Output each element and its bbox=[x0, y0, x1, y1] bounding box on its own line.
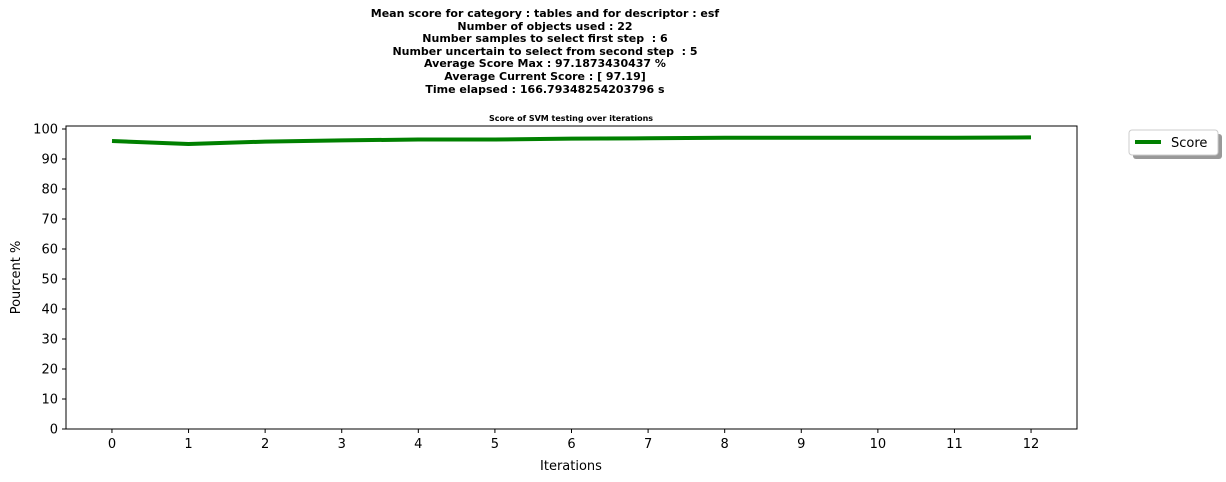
x-axis-ticks: 0 1 2 3 4 5 6 7 8 9 10 11 12 bbox=[108, 429, 1040, 452]
suptitle-line-time: Time elapsed : 166.79348254203796 s bbox=[425, 82, 665, 96]
legend: Score bbox=[1128, 129, 1222, 159]
y-tick-label: 90 bbox=[41, 153, 58, 168]
suptitle-line-objects: Number of objects used : 22 bbox=[457, 19, 633, 33]
legend-label: Score bbox=[1171, 136, 1207, 151]
x-tick-label: 4 bbox=[414, 437, 422, 452]
y-axis-label: Pourcent % bbox=[9, 241, 24, 315]
plot-frame bbox=[65, 125, 1078, 430]
x-tick-label: 0 bbox=[108, 437, 116, 452]
x-tick-label: 7 bbox=[644, 437, 652, 452]
y-tick-label: 60 bbox=[41, 243, 58, 258]
suptitle-line-category: Mean score for category : tables and for… bbox=[370, 7, 720, 20]
y-tick-label: 40 bbox=[41, 303, 58, 318]
y-axis-ticks: 0 10 20 30 40 50 60 70 80 90 100 bbox=[33, 123, 66, 438]
suptitle-line-first-step: Number samples to select first step : 6 bbox=[422, 32, 668, 46]
y-tick-label: 0 bbox=[50, 423, 58, 438]
x-tick-label: 5 bbox=[491, 437, 499, 452]
suptitle: Mean score for category : tables and for… bbox=[270, 7, 820, 96]
chart-title: Score of SVM testing over iterations bbox=[489, 114, 653, 123]
suptitle-line-second-step: Number uncertain to select from second s… bbox=[392, 44, 698, 58]
series-line-1 bbox=[111, 135, 1032, 146]
series-layer bbox=[111, 135, 1032, 146]
y-tick-label: 70 bbox=[41, 213, 58, 228]
x-tick-label: 3 bbox=[338, 437, 346, 452]
suptitle-line-current-score: Average Current Score : [ 97.19] bbox=[444, 69, 646, 83]
y-tick-label: 10 bbox=[41, 393, 58, 408]
y-tick-label: 100 bbox=[33, 123, 58, 138]
x-axis-label: Iterations bbox=[540, 459, 602, 474]
y-tick-label: 80 bbox=[41, 183, 58, 198]
legend-box bbox=[1128, 129, 1219, 156]
y-tick-label: 30 bbox=[41, 333, 58, 348]
suptitle-line-score-max: Average Score Max : 97.1873430437 % bbox=[424, 57, 666, 71]
x-tick-label: 11 bbox=[946, 437, 963, 452]
x-tick-label: 6 bbox=[567, 437, 575, 452]
y-tick-label: 50 bbox=[41, 273, 58, 288]
x-tick-label: 9 bbox=[797, 437, 805, 452]
x-tick-label: 12 bbox=[1023, 437, 1040, 452]
x-tick-label: 2 bbox=[261, 437, 269, 452]
x-tick-label: 10 bbox=[870, 437, 887, 452]
x-tick-label: 1 bbox=[184, 437, 192, 452]
y-tick-label: 20 bbox=[41, 363, 58, 378]
x-tick-label: 8 bbox=[721, 437, 729, 452]
